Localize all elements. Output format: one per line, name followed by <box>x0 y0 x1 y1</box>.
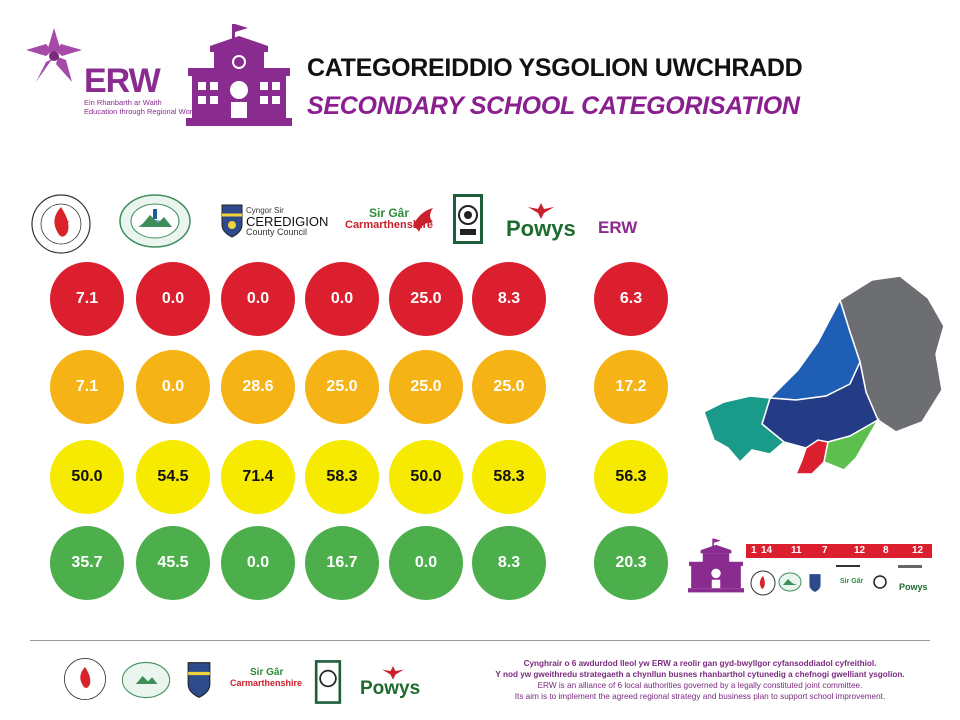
map-region-pembrokeshire <box>703 395 786 464</box>
green-cell-erw: 20.3 <box>594 526 668 600</box>
red-cell-powys: 8.3 <box>472 262 546 336</box>
green-cell-carmarthenshire: 16.7 <box>305 526 379 600</box>
school-building-icon <box>186 24 292 126</box>
erw-logo-text: ERW <box>84 62 161 100</box>
powys-kite-icon <box>528 203 554 219</box>
amber-cell-swansea: 7.1 <box>50 350 124 424</box>
red-cell-pembrokeshire: 25.0 <box>389 262 463 336</box>
footer-statement: Cynghrair o 6 awdurdod lleol yw ERW a re… <box>495 659 905 701</box>
footer-npt-logo <box>121 661 171 699</box>
pembrokeshire-crest-icon <box>453 194 483 244</box>
swansea-crest-icon <box>31 194 91 254</box>
small-school-icon <box>688 538 744 593</box>
yellow-cell-swansea: 50.0 <box>50 440 124 514</box>
amber-cell-powys: 25.0 <box>472 350 546 424</box>
footer-ceredigion-crest-icon <box>187 662 211 698</box>
green-cell-npt: 45.5 <box>136 526 210 600</box>
yellow-cell-carmarthenshire: 58.3 <box>305 440 379 514</box>
map-region-neath-port-talbot <box>823 417 881 471</box>
footer-pembrokeshire-crest-icon <box>314 660 342 704</box>
red-cell-ceredigion: 0.0 <box>221 262 295 336</box>
school-count-strip: 1 14 11 7 12 8 12 <box>746 544 932 558</box>
erw-region-map <box>703 275 945 475</box>
footer-carmarthenshire-logo: Sir Gâr Carmarthenshire <box>230 667 303 688</box>
footer-divider <box>30 640 930 641</box>
red-cell-npt: 0.0 <box>136 262 210 336</box>
strip-carmarthenshire-logo: Sir Gâr <box>840 578 864 585</box>
strip-underline-powys <box>898 565 922 568</box>
amber-cell-erw: 17.2 <box>594 350 668 424</box>
carmarthenshire-dragon-icon <box>413 208 433 232</box>
yellow-cell-erw: 56.3 <box>594 440 668 514</box>
green-cell-ceredigion: 0.0 <box>221 526 295 600</box>
amber-cell-pembrokeshire: 25.0 <box>389 350 463 424</box>
erw-logo-subtitle: Ein Rhanbarth ar Waith Education through… <box>84 98 207 116</box>
amber-cell-ceredigion: 28.6 <box>221 350 295 424</box>
strip-underline-carmarthenshire <box>836 565 860 567</box>
strip-pembrokeshire-crest-icon <box>873 575 887 589</box>
green-cell-powys: 8.3 <box>472 526 546 600</box>
ceredigion-crest-icon <box>221 204 243 238</box>
strip-npt-logo <box>778 572 802 592</box>
neath-port-talbot-logo <box>119 194 191 248</box>
amber-cell-npt: 0.0 <box>136 350 210 424</box>
green-cell-swansea: 35.7 <box>50 526 124 600</box>
erw-flower-logo <box>26 28 82 82</box>
carmarthenshire-logo: Sir Gâr Carmarthenshire <box>345 206 434 231</box>
yellow-cell-powys: 58.3 <box>472 440 546 514</box>
yellow-cell-pembrokeshire: 50.0 <box>389 440 463 514</box>
amber-cell-carmarthenshire: 25.0 <box>305 350 379 424</box>
title-welsh: CATEGOREIDDIO YSGOLION UWCHRADD <box>307 54 803 82</box>
red-cell-carmarthenshire: 0.0 <box>305 262 379 336</box>
red-cell-swansea: 7.1 <box>50 262 124 336</box>
erw-column-label: ERW <box>598 218 638 237</box>
powys-logo-text: Powys <box>506 216 576 241</box>
strip-powys-logo: Powys <box>899 582 928 592</box>
ceredigion-logo-text: Cyngor Sir CEREDIGION County Council <box>246 206 329 237</box>
footer-powys-logo-text: Powys <box>360 678 421 699</box>
red-cell-erw: 6.3 <box>594 262 668 336</box>
green-cell-pembrokeshire: 0.0 <box>389 526 463 600</box>
footer-powys-kite-icon <box>382 666 404 680</box>
strip-ceredigion-crest-icon <box>809 574 821 592</box>
yellow-cell-npt: 54.5 <box>136 440 210 514</box>
yellow-cell-ceredigion: 71.4 <box>221 440 295 514</box>
footer-swansea-crest-icon <box>63 657 107 701</box>
map-region-swansea <box>794 439 829 475</box>
strip-swansea-crest-icon <box>750 570 776 596</box>
title-english: SECONDARY SCHOOL CATEGORISATION <box>307 92 800 120</box>
